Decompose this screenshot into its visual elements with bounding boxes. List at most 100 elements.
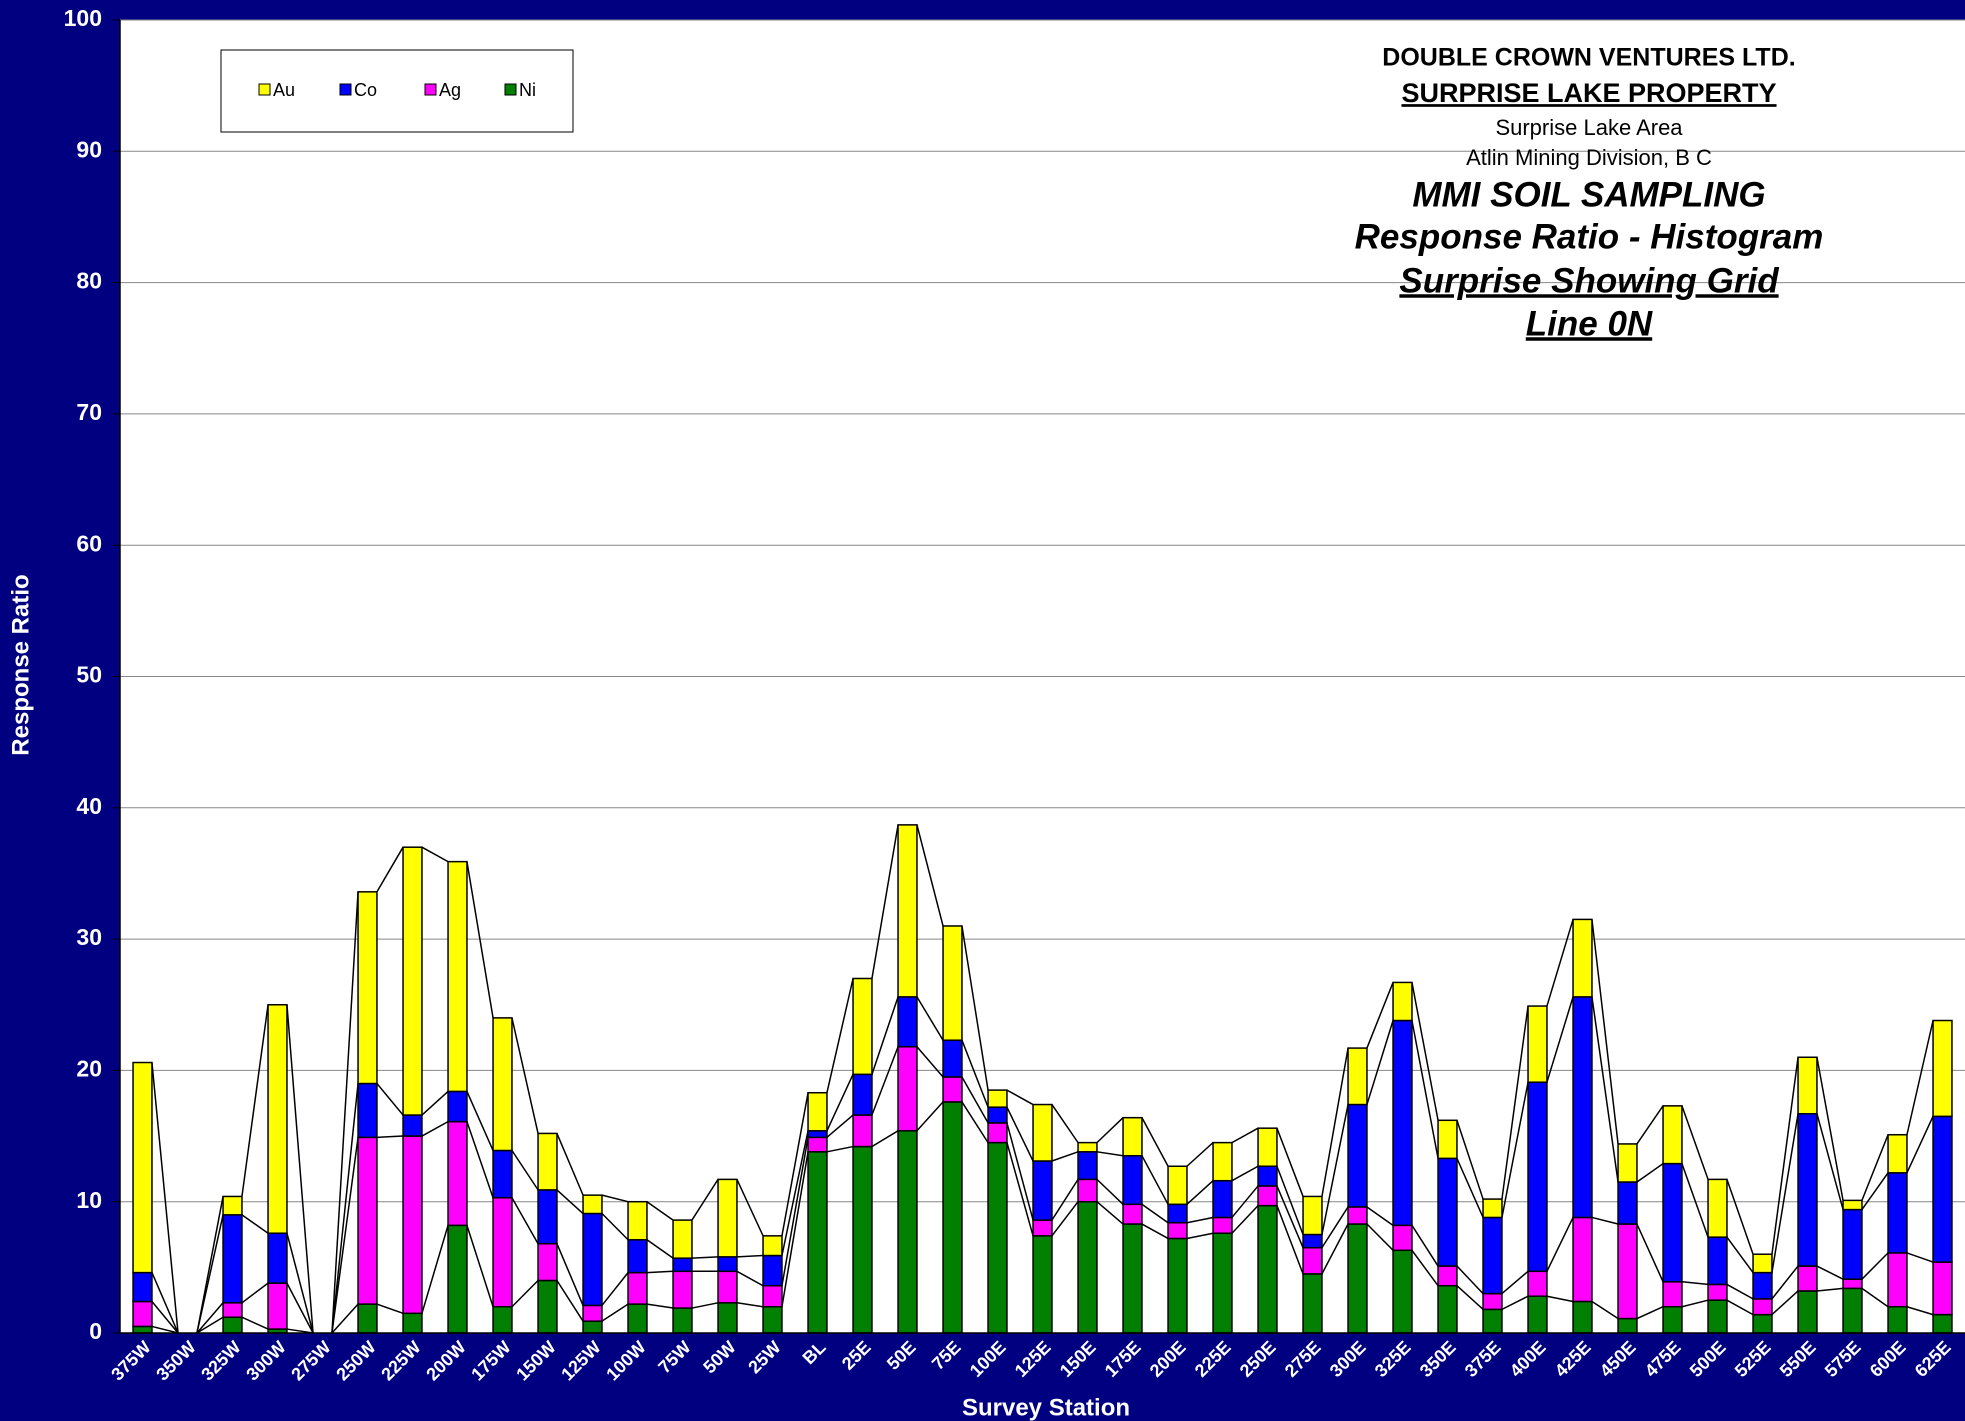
bar-segment [987, 1122, 1008, 1144]
series-connector [376, 846, 404, 893]
bar-segment [582, 1304, 603, 1322]
series-connector [1546, 919, 1574, 1007]
x-tick-label: 175E [1101, 1337, 1145, 1381]
series-connector [1456, 1120, 1484, 1200]
bar-segment [717, 1302, 738, 1334]
bar-segment [492, 1305, 513, 1334]
series-connector [1051, 1151, 1079, 1162]
bar-segment [627, 1200, 648, 1241]
bar-segment [1527, 1081, 1548, 1273]
bar-segment [942, 1076, 963, 1103]
series-connector [286, 1004, 314, 1334]
series-connector [1816, 1265, 1844, 1280]
bar-segment [582, 1194, 603, 1215]
bar-segment [1617, 1317, 1638, 1334]
series-connector [1051, 1178, 1079, 1221]
bar-segment [1887, 1133, 1908, 1174]
bar-segment [1167, 1237, 1188, 1334]
series-connector [1816, 1057, 1844, 1201]
series-connector [1636, 1163, 1664, 1183]
series-connector [1321, 1206, 1349, 1249]
bar-segment [1482, 1292, 1503, 1311]
series-connector [916, 996, 944, 1041]
y-tick-label: 100 [64, 5, 102, 31]
bar-segment [1437, 1265, 1458, 1287]
series-connector [331, 1137, 359, 1334]
series-connector [466, 1121, 494, 1199]
series-connector [1186, 1142, 1214, 1167]
bar-segment [1797, 1265, 1818, 1292]
series-connector [1456, 1158, 1484, 1218]
bar-segment [1842, 1287, 1863, 1334]
bar-segment [537, 1189, 558, 1245]
x-tick-label: 150E [1056, 1337, 1100, 1381]
legend-swatch [504, 83, 517, 96]
series-connector [1906, 1116, 1934, 1174]
series-connector [1816, 1113, 1844, 1210]
bar-segment [1437, 1284, 1458, 1334]
bar-segment [1032, 1103, 1053, 1162]
bar-segment [447, 1224, 468, 1334]
series-connector [601, 1212, 629, 1241]
x-tick-label: 300E [1326, 1337, 1370, 1381]
bar-segment [762, 1284, 783, 1308]
series-connector [736, 1302, 764, 1308]
bar-segment [1482, 1198, 1503, 1219]
bar-segment [852, 1145, 873, 1334]
bar-segment [1392, 981, 1413, 1022]
title-line: DOUBLE CROWN VENTURES LTD. [1382, 44, 1795, 72]
series-connector [241, 1004, 269, 1197]
series-connector [1726, 1299, 1754, 1316]
series-connector [1861, 1172, 1889, 1211]
series-connector [1231, 1205, 1259, 1234]
x-tick-label: 25W [744, 1337, 784, 1377]
bar-segment [1842, 1208, 1863, 1280]
bar-segment [267, 1004, 288, 1234]
series-connector [1456, 1265, 1484, 1295]
series-connector [781, 1092, 809, 1236]
bar-segment [1347, 1206, 1368, 1225]
bar-segment [492, 1149, 513, 1199]
series-connector [601, 1194, 629, 1203]
series-connector [1726, 1179, 1754, 1255]
x-tick-label: 150W [512, 1337, 559, 1384]
series-connector [781, 1130, 809, 1256]
y-axis-title: Response Ratio [7, 574, 34, 755]
bar-segment [897, 1046, 918, 1132]
bar-segment [1077, 1200, 1098, 1334]
series-connector [646, 1239, 674, 1259]
series-connector [1636, 1223, 1664, 1283]
series-connector [511, 1017, 539, 1134]
bar-segment [627, 1303, 648, 1334]
bar-segment [1212, 1216, 1233, 1234]
series-connector [601, 1272, 629, 1306]
title-line: Response Ratio - Histogram [1355, 217, 1824, 256]
bar-segment [897, 996, 918, 1048]
series-connector [871, 824, 899, 979]
bar-segment [1077, 1178, 1098, 1203]
bar-segment [222, 1195, 243, 1216]
series-connector [1591, 1300, 1619, 1320]
title-line: MMI SOIL SAMPLING [1412, 175, 1765, 214]
bar-segment [1122, 1116, 1143, 1157]
bar-segment [807, 1091, 828, 1132]
series-connector [1096, 1117, 1124, 1144]
bar-segment [1077, 1151, 1098, 1181]
x-tick-label: 250W [332, 1337, 379, 1384]
bar-segment [1032, 1160, 1053, 1221]
bar-segment [1932, 1261, 1953, 1316]
series-connector [916, 1046, 944, 1078]
series-connector [331, 1083, 359, 1334]
series-connector [1771, 1290, 1799, 1316]
series-connector [1681, 1299, 1709, 1308]
bar-segment [1167, 1203, 1188, 1224]
series-connector [511, 1279, 539, 1308]
series-connector [511, 1197, 539, 1245]
bar-segment [627, 1239, 648, 1274]
x-tick-label: 25E [838, 1337, 875, 1374]
bar-segment [582, 1320, 603, 1334]
series-connector [826, 1074, 854, 1132]
series-connector [466, 1091, 494, 1151]
series-connector [151, 1272, 179, 1334]
bar-segment [762, 1254, 783, 1287]
